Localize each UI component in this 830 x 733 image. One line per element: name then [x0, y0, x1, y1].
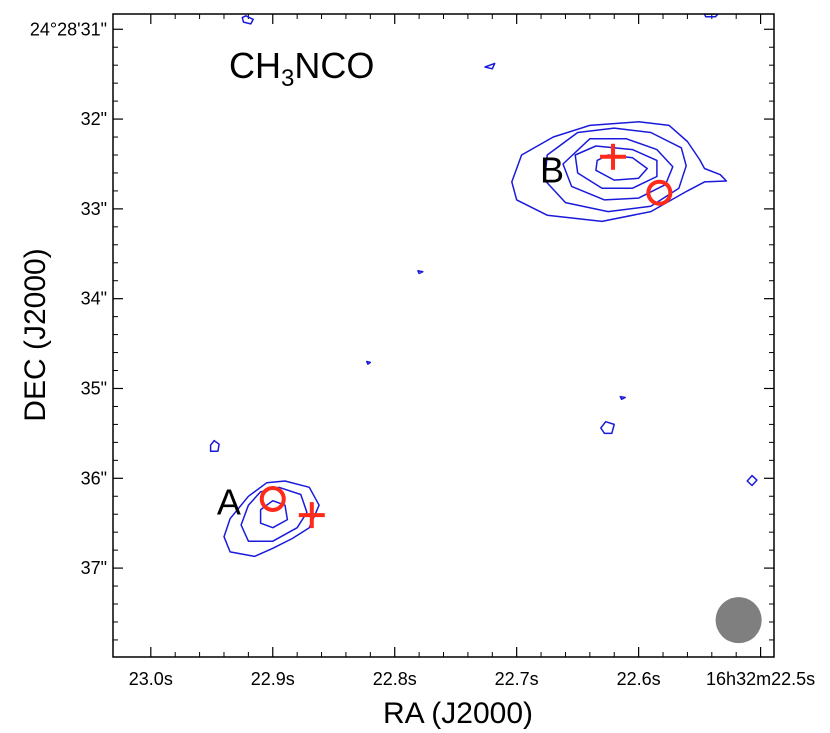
contour-noise-level-1 [619, 395, 626, 401]
beam-ellipse [715, 597, 762, 644]
contour-noise-level-1 [484, 62, 496, 70]
contour-B-level-4 [574, 145, 658, 189]
contour-A-level-1 [223, 480, 320, 558]
contour-B-level-5 [595, 154, 648, 181]
y-tick-label: 34" [81, 289, 107, 309]
source-label-A: A [217, 482, 241, 523]
marker-circle-A [259, 485, 286, 512]
y-tick-label: 36" [81, 468, 107, 488]
marker-layer [259, 143, 673, 529]
contour-noise-level-1 [417, 270, 424, 275]
beam-layer [715, 597, 762, 644]
x-tick-label: 22.6s [617, 669, 661, 689]
contour-noise-level-1 [365, 360, 372, 365]
x-tick-label: 22.9s [251, 669, 295, 689]
x-tick-label: 22.7s [495, 669, 539, 689]
plot-frame [112, 13, 775, 658]
y-tick-label: 24°28'31" [30, 19, 107, 39]
y-tick-label: 37" [81, 558, 107, 578]
contour-noise-level-1 [209, 439, 220, 453]
chart-title: CH3NCO [229, 45, 374, 92]
contour-B-level-3 [562, 138, 674, 201]
marker-plus-A [298, 502, 325, 529]
x-tick-label: 16h32m22.5s [706, 669, 815, 689]
contour-noise-level-1 [241, 15, 254, 25]
y-tick-label: 35" [81, 378, 107, 398]
y-tick-label: 33" [81, 199, 107, 219]
axis-ticks [113, 14, 774, 657]
label-layer: 23.0s 22.9s 22.8s 22.7s 22.6s 16h32m22.5s 24°2… [30, 19, 815, 689]
contour-noise-level-1 [600, 420, 615, 435]
contour-noise-level-1 [703, 14, 719, 18]
marker-plus-B [600, 143, 627, 170]
source-label-B: B [540, 149, 564, 190]
x-tick-label: 22.8s [373, 669, 417, 689]
contour-layer [209, 14, 758, 558]
contour-noise-level-1 [746, 474, 758, 487]
contour-A-level-3 [259, 499, 289, 529]
x-tick-label: 23.0s [129, 669, 173, 689]
y-axis-title: DEC (J2000) [19, 248, 52, 421]
marker-circle-B [646, 179, 673, 206]
contour-B-level-1 [511, 121, 728, 223]
contour-B-level-2 [543, 127, 687, 213]
x-axis-title: RA (J2000) [383, 697, 533, 730]
y-tick-label: 32" [81, 109, 107, 129]
contour-A-level-2 [240, 486, 308, 542]
